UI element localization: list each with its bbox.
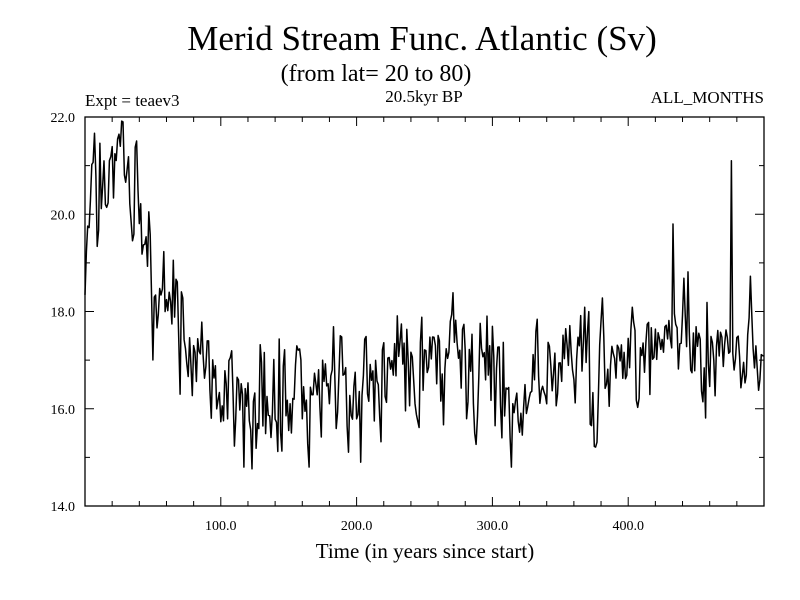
chart-title: Merid Stream Func. Atlantic (Sv) (187, 19, 657, 58)
y-tick-labels: 14.0 16.0 18.0 20.0 22.0 (51, 111, 76, 515)
months-label: ALL_MONTHS (651, 88, 764, 107)
x-tick-labels: 100.0 200.0 300.0 400.0 (205, 519, 644, 534)
y-tick-label: 22.0 (51, 111, 76, 126)
period-label: 20.5kyr BP (385, 87, 462, 106)
y-tick-label: 20.0 (51, 208, 76, 223)
x-tick-label: 400.0 (612, 519, 644, 534)
x-tick-label: 300.0 (477, 519, 509, 534)
tick-marks (85, 117, 764, 506)
chart-subtitle: (from lat= 20 to 80) (281, 61, 472, 87)
x-axis-label: Time (in years since start) (316, 539, 535, 563)
experiment-label: Expt = teaev3 (85, 91, 180, 110)
y-tick-label: 18.0 (51, 306, 76, 321)
x-tick-label: 200.0 (341, 519, 373, 534)
plot-frame (84, 116, 765, 507)
y-tick-label: 16.0 (51, 403, 76, 418)
series-line (84, 120, 765, 470)
y-tick-label: 14.0 (51, 500, 76, 515)
x-tick-label: 100.0 (205, 519, 237, 534)
